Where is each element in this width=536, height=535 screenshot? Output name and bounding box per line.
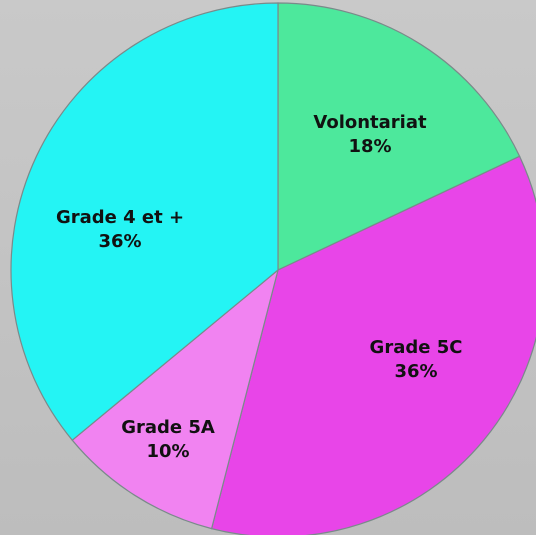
pie xyxy=(10,2,536,535)
pie-slice xyxy=(277,2,521,271)
slice-label: Volontariat xyxy=(313,112,427,133)
slice-value-label: 18% xyxy=(348,136,391,157)
slice-label: Grade 4 et + xyxy=(56,207,184,228)
slice-label: Grade 5C xyxy=(370,337,463,358)
pie-slice xyxy=(210,155,536,535)
labels: Volontariat 18% Grade 5C 36% Grade 5A 10% Grad… xyxy=(56,112,463,462)
slice-value-label: 10% xyxy=(146,441,189,462)
slice-value-label: 36% xyxy=(98,231,141,252)
pie-slice xyxy=(10,2,279,442)
pie-slice xyxy=(71,268,280,530)
slice-label: Grade 5A xyxy=(121,417,215,438)
slice-value-label: 36% xyxy=(394,361,437,382)
